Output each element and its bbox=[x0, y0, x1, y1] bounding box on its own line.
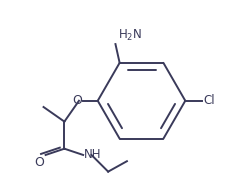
Text: Cl: Cl bbox=[203, 94, 215, 107]
Text: H$_2$N: H$_2$N bbox=[117, 28, 142, 43]
Text: O: O bbox=[72, 94, 82, 107]
Text: NH: NH bbox=[84, 148, 102, 161]
Text: O: O bbox=[34, 156, 44, 169]
